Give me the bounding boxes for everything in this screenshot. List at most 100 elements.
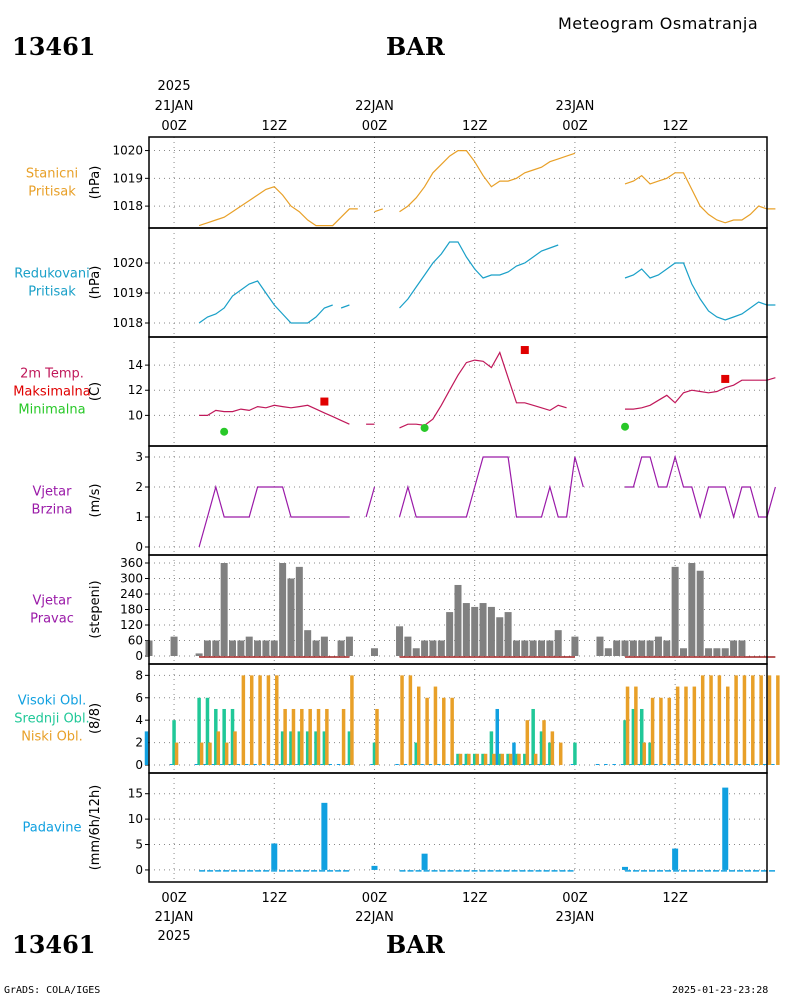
cloud-bar	[650, 697, 655, 765]
cloud-bar	[700, 675, 705, 765]
station-name-top: BAR	[386, 32, 445, 61]
cloud-bar	[230, 708, 235, 765]
cloud-bar	[612, 764, 616, 765]
cloud-bar	[514, 753, 519, 765]
cloud-bar	[604, 764, 608, 765]
precip-bar	[622, 866, 629, 870]
wind-direction-bar	[203, 640, 211, 656]
cloud-bar	[169, 764, 174, 765]
y-tick-label: 6	[135, 691, 143, 705]
panel-side-label: Vjetar	[33, 594, 73, 609]
wind-direction-bar	[245, 636, 253, 656]
top-date-label: 23JAN	[556, 99, 595, 114]
wind-direction-bar	[229, 640, 237, 656]
cloud-bar	[692, 686, 697, 765]
wind-direction-bar	[370, 648, 378, 656]
y-tick-label: 3	[135, 450, 143, 464]
wind-direction-bar	[504, 612, 512, 656]
cloud-bar	[762, 764, 767, 765]
cloud-bar	[545, 764, 550, 765]
cloud-bar	[208, 742, 212, 765]
cloud-bar	[456, 753, 460, 765]
cloud-bar	[492, 753, 496, 765]
time-tick-label-top: 00Z	[161, 119, 187, 134]
wind-direction-bar	[596, 636, 604, 656]
wind-direction-bar	[195, 653, 203, 656]
cloud-bar	[464, 753, 469, 765]
y-tick-label: 2	[135, 480, 143, 494]
time-tick-label-top: 12Z	[662, 119, 688, 134]
cloud-bar	[508, 753, 513, 765]
cloud-bar	[347, 731, 352, 765]
cloud-bar	[283, 708, 287, 765]
wind-direction-bar	[345, 636, 353, 656]
cloud-bar	[233, 731, 237, 765]
cloud-bar	[395, 764, 399, 765]
cloud-bar	[654, 764, 658, 765]
series-line	[365, 486, 376, 518]
wind-direction-bar	[512, 640, 520, 656]
panel-side-label: Maksimalna	[13, 385, 91, 400]
cloud-bar	[487, 764, 491, 765]
series-line	[340, 304, 350, 309]
cloud-bar	[751, 675, 755, 765]
cloud-bar	[295, 764, 299, 765]
station-id-top: 13461	[12, 32, 96, 61]
cloud-bar	[506, 753, 510, 765]
wind-direction-bar	[279, 563, 287, 656]
wind-direction-bar	[396, 626, 404, 656]
time-tick-label-bottom: 00Z	[362, 891, 388, 906]
cloud-bar	[498, 753, 502, 765]
cloud-bar	[634, 686, 638, 765]
cloud-bar	[759, 675, 763, 765]
wind-direction-bar	[312, 640, 320, 656]
cloud-bar	[316, 708, 321, 765]
cloud-bar	[325, 708, 329, 765]
series-line	[625, 377, 776, 410]
wind-direction-bar	[654, 636, 662, 656]
wind-direction-bar	[170, 636, 178, 656]
y-tick-label: 2	[135, 736, 143, 750]
wind-direction-bar	[437, 640, 445, 656]
cloud-bar	[675, 686, 680, 765]
max-temp-marker	[520, 346, 529, 355]
precip-bar	[421, 853, 428, 870]
panel-side-label: Visoki Obl.	[18, 694, 86, 709]
cloud-bar	[400, 675, 404, 765]
cloud-bar	[300, 708, 304, 765]
cloud-bar	[270, 764, 274, 765]
cloud-bar	[222, 708, 226, 765]
precip-bar	[672, 848, 679, 870]
wind-direction-bar	[521, 640, 529, 656]
panel-unit-label: (C)	[88, 382, 103, 401]
cloud-bar	[573, 742, 577, 765]
cloud-bar	[336, 764, 341, 765]
wind-direction-bar	[571, 636, 579, 656]
cloud-bar	[523, 753, 527, 765]
wind-direction-bar	[696, 570, 704, 656]
cloud-bar	[558, 742, 563, 765]
panel-unit-label: (stepeni)	[88, 580, 103, 638]
y-tick-label: 0	[135, 758, 143, 772]
cloud-bar	[704, 764, 708, 765]
min-temp-marker	[621, 422, 630, 431]
cloud-bar	[531, 708, 535, 765]
cloud-bar	[328, 764, 332, 765]
panel-side-label: Redukovani	[14, 267, 89, 282]
cloud-bar	[754, 764, 758, 765]
wind-direction-bar	[412, 648, 420, 656]
panel-side-label: 2m Temp.	[20, 367, 84, 382]
wind-direction-bar	[721, 648, 729, 656]
cloud-bar	[670, 764, 675, 765]
cloud-bar	[717, 675, 722, 765]
panel-side-label: Stanicni	[26, 167, 78, 182]
panel-side-label: Vjetar	[33, 485, 73, 500]
wind-direction-bar	[479, 603, 487, 656]
cloud-bar	[539, 731, 544, 765]
cloud-bar	[684, 686, 688, 765]
panel-frame	[148, 227, 768, 338]
wind-direction-bar	[320, 636, 328, 656]
wind-direction-bar	[220, 563, 228, 656]
cloud-bar	[662, 764, 667, 765]
cloud-bar	[687, 764, 692, 765]
